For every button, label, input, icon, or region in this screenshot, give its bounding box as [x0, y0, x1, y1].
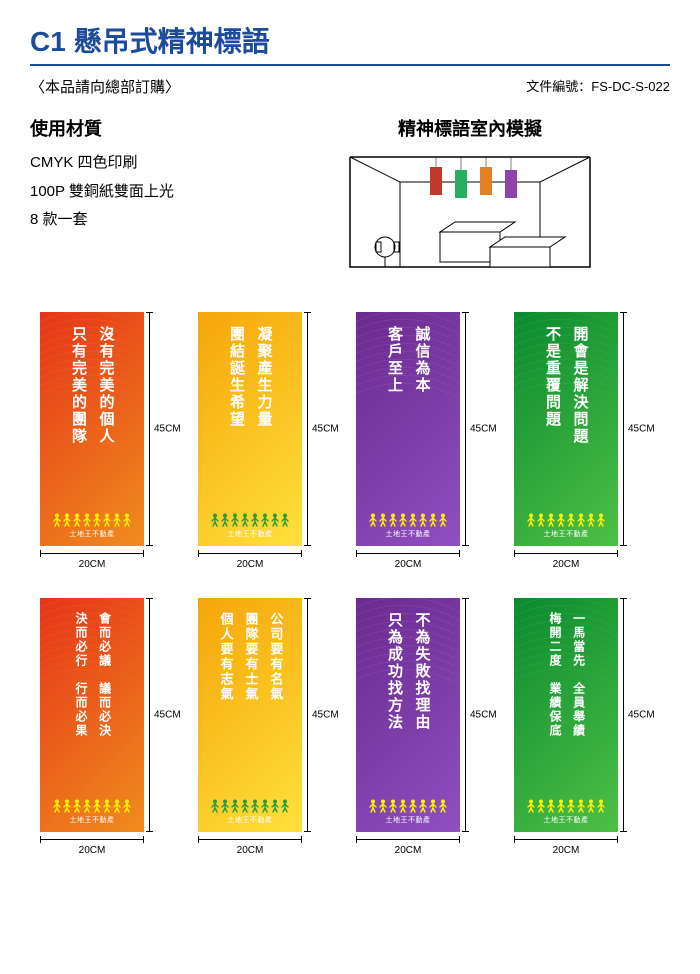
material-section: 使用材質 CMYK 四色印刷100P 雙銅紙雙面上光8 款一套 — [30, 115, 230, 282]
banner-logo-text: 土地王不動產 — [386, 815, 431, 825]
banner-cell: 會而必議 議而必決決而必行 行而必果土地王不動產45CM20CM — [40, 598, 170, 850]
banner-cell: 公司要有名氣團隊要有士氣個人要有志氣土地王不動產45CM20CM — [198, 598, 328, 850]
banner-footer: 土地王不動產 — [40, 506, 144, 546]
people-icon-row — [368, 513, 448, 527]
banner-slogan-column: 客戶至上 — [385, 326, 405, 394]
dimension-height: 45CM — [144, 312, 170, 546]
banner-logo-text: 土地王不動產 — [544, 529, 589, 539]
banner-slogan-column: 不是重覆問題 — [543, 326, 563, 428]
banner-logo-text: 土地王不動產 — [70, 529, 115, 539]
banner-cell: 一馬當先 全員舉績梅開二度 業績保底土地王不動產45CM20CM — [514, 598, 644, 850]
banner-slogan-column: 決而必行 行而必果 — [72, 612, 88, 738]
dimension-height: 45CM — [144, 598, 170, 832]
people-icon-row — [526, 513, 606, 527]
people-icon-row — [52, 513, 132, 527]
banner-cell: 開會是解決問題不是重覆問題土地王不動產45CM20CM — [514, 312, 644, 564]
banner-cell: 凝聚產生力量團結誕生希望土地王不動產45CM20CM — [198, 312, 328, 564]
banner-footer: 土地王不動產 — [356, 506, 460, 546]
banner-slogan-column: 只為成功找方法 — [385, 612, 405, 731]
banner-footer: 土地王不動產 — [198, 792, 302, 832]
banner-slogan-column: 團結誕生希望 — [227, 326, 247, 428]
banner: 開會是解決問題不是重覆問題土地王不動產 — [514, 312, 618, 546]
people-icon-row — [210, 513, 290, 527]
mockup-title: 精神標語室內模擬 — [270, 115, 670, 141]
dimension-height: 45CM — [618, 312, 644, 546]
banner-logo-text: 土地王不動產 — [386, 529, 431, 539]
dimension-width: 20CM — [514, 550, 618, 564]
banner-logo-text: 土地王不動產 — [70, 815, 115, 825]
material-line: 100P 雙銅紙雙面上光 — [30, 178, 230, 207]
banner: 公司要有名氣團隊要有士氣個人要有志氣土地王不動產 — [198, 598, 302, 832]
banner-slogan-column: 開會是解決問題 — [570, 326, 590, 445]
banner-footer: 土地王不動產 — [40, 792, 144, 832]
banner-logo-text: 土地王不動產 — [228, 529, 273, 539]
order-note: 〈本品請向總部訂購〉 — [30, 76, 180, 97]
banner-footer: 土地王不動產 — [514, 506, 618, 546]
dimension-height: 45CM — [618, 598, 644, 832]
material-line: 8 款一套 — [30, 206, 230, 235]
dimension-width: 20CM — [198, 550, 302, 564]
doc-number: 文件編號：FS-DC-S-022 — [526, 76, 670, 95]
banner-cell: 沒有完美的個人只有完美的團隊土地王不動產45CM20CM — [40, 312, 170, 564]
banner: 沒有完美的個人只有完美的團隊土地王不動產 — [40, 312, 144, 546]
banner: 凝聚產生力量團結誕生希望土地王不動產 — [198, 312, 302, 546]
people-icon-row — [210, 799, 290, 813]
banner-slogan-column: 個人要有志氣 — [217, 612, 234, 702]
banner-cell: 誠信為本客戶至上土地王不動產45CM20CM — [356, 312, 486, 564]
dimension-width: 20CM — [514, 836, 618, 850]
banner-slogan-column: 凝聚產生力量 — [254, 326, 274, 428]
banner-logo-text: 土地王不動產 — [228, 815, 273, 825]
dimension-height: 45CM — [302, 598, 328, 832]
banner: 誠信為本客戶至上土地王不動產 — [356, 312, 460, 546]
people-icon-row — [368, 799, 448, 813]
banner-logo-text: 土地王不動產 — [544, 815, 589, 825]
banner-slogan-column: 公司要有名氣 — [266, 612, 283, 702]
dimension-width: 20CM — [198, 836, 302, 850]
dimension-width: 20CM — [40, 550, 144, 564]
material-title: 使用材質 — [30, 115, 230, 141]
banner-slogan-column: 梅開二度 業績保底 — [546, 612, 562, 738]
dimension-height: 45CM — [460, 598, 486, 832]
dimension-height: 45CM — [302, 312, 328, 546]
page-title: C1 懸吊式精神標語 — [30, 20, 670, 60]
banner-slogan-column: 不為失敗找理由 — [412, 612, 432, 731]
dimension-width: 20CM — [356, 836, 460, 850]
banner: 會而必議 議而必決決而必行 行而必果土地王不動產 — [40, 598, 144, 832]
banner-cell: 不為失敗找理由只為成功找方法土地王不動產45CM20CM — [356, 598, 486, 850]
banner-grid: 沒有完美的個人只有完美的團隊土地王不動產45CM20CM凝聚產生力量團結誕生希望… — [40, 312, 670, 850]
banner-footer: 土地王不動產 — [514, 792, 618, 832]
banner-footer: 土地王不動產 — [198, 506, 302, 546]
banner-slogan-column: 誠信為本 — [412, 326, 432, 394]
material-line: CMYK 四色印刷 — [30, 149, 230, 178]
banner-slogan-column: 一馬當先 全員舉績 — [570, 612, 586, 738]
dimension-height: 45CM — [460, 312, 486, 546]
dimension-width: 20CM — [356, 550, 460, 564]
banner: 不為失敗找理由只為成功找方法土地王不動產 — [356, 598, 460, 832]
banner-slogan-column: 團隊要有士氣 — [242, 612, 259, 702]
people-icon-row — [526, 799, 606, 813]
banner-footer: 土地王不動產 — [356, 792, 460, 832]
banner: 一馬當先 全員舉績梅開二度 業績保底土地王不動產 — [514, 598, 618, 832]
room-mockup: 精神標語室內模擬 — [270, 115, 670, 282]
room-illustration — [340, 147, 600, 277]
banner-slogan-column: 會而必議 議而必決 — [96, 612, 112, 738]
banner-slogan-column: 沒有完美的個人 — [96, 326, 116, 445]
banner-slogan-column: 只有完美的團隊 — [69, 326, 89, 445]
dimension-width: 20CM — [40, 836, 144, 850]
people-icon-row — [52, 799, 132, 813]
